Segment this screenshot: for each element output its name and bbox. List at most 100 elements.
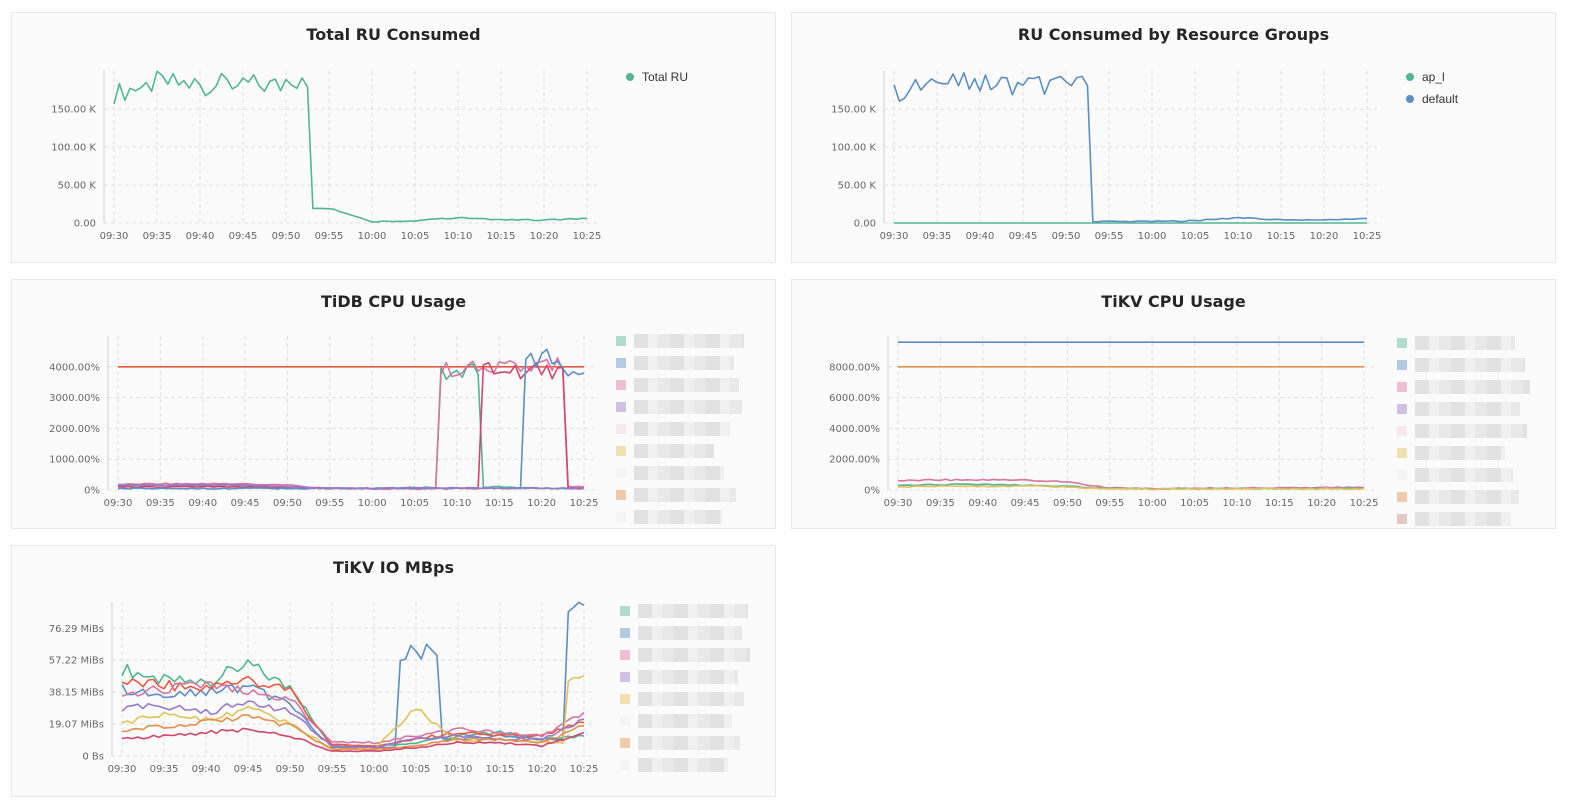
x-tick-label: 10:20	[1310, 231, 1339, 242]
y-tick-label: 38.15 MiBs	[49, 688, 104, 699]
legend-dot	[1406, 95, 1414, 103]
x-tick-label: 09:45	[231, 498, 260, 509]
panel-tikv-cpu: TiKV CPU Usage 0% 2000.00% 4000.00% 6000.00…	[791, 279, 1556, 529]
y-tick-label: 8000.00%	[829, 362, 880, 373]
blurred-legend	[620, 600, 750, 776]
x-tick-label: 10:10	[1224, 231, 1253, 242]
y-tick-label: 150.00 K	[831, 105, 876, 116]
series-line[interactable]	[121, 681, 585, 745]
y-tick-label: 2000.00%	[829, 455, 880, 466]
legend-item	[616, 352, 744, 374]
legend-item	[616, 374, 744, 396]
x-tick-label: 09:40	[186, 231, 215, 242]
x-tick-label: 10:00	[358, 231, 387, 242]
y-tick-label: 0 Bs	[82, 752, 104, 763]
legend: Total RU	[626, 66, 688, 88]
chart-total-ru[interactable]: 0.00 50.00 K 100.00 K 150.00 K 09:30 09:35 09:…	[12, 13, 777, 264]
x-tick-label: 09:55	[1095, 498, 1124, 509]
series-line[interactable]	[117, 363, 585, 490]
y-tick-label: 6000.00%	[829, 393, 880, 404]
legend-item	[1397, 332, 1530, 354]
x-tick-label: 10:00	[1138, 231, 1167, 242]
x-tick-label: 10:15	[1265, 498, 1294, 509]
y-tick-label: 100.00 K	[831, 143, 876, 154]
panel-ru-groups: RU Consumed by Resource Groups 0.00 50.00…	[791, 12, 1556, 263]
legend-item	[616, 506, 744, 528]
panel-title: Total RU Consumed	[306, 25, 481, 44]
x-tick-label: 10:10	[444, 764, 473, 775]
series-line[interactable]	[121, 601, 585, 750]
legend-item	[1397, 376, 1530, 398]
legend-dot	[1406, 73, 1414, 81]
panel-tikv-io: TiKV IO MBps 0 Bs 19.07 MiBs 38.15 MiBs 57.…	[11, 545, 776, 797]
chart-ru-groups[interactable]: 0.00 50.00 K 100.00 K 150.00 K 09:30 09:35 09:…	[792, 13, 1557, 264]
x-tick-label: 10:20	[527, 498, 556, 509]
x-tick-label: 09:35	[143, 231, 172, 242]
y-tick-label: 2000.00%	[49, 424, 100, 435]
legend-item	[620, 622, 750, 644]
x-tick-label: 09:50	[1052, 231, 1081, 242]
x-tick-label: 10:15	[487, 231, 516, 242]
panel-title: TiKV CPU Usage	[1101, 292, 1246, 311]
x-tick-label: 09:55	[1095, 231, 1124, 242]
legend-item	[1397, 486, 1530, 508]
legend-item	[620, 688, 750, 710]
y-tick-label: 150.00 K	[51, 105, 96, 116]
legend-item	[620, 710, 750, 732]
x-tick-label: 10:05	[401, 231, 430, 242]
x-tick-label: 10:05	[1180, 498, 1209, 509]
series-line[interactable]	[117, 357, 585, 490]
y-tick-label: 100.00 K	[51, 143, 96, 154]
y-tick-label: 50.00 K	[838, 181, 877, 192]
legend-item	[620, 732, 750, 754]
chart-tidb-cpu[interactable]: 0% 1000.00% 2000.00% 3000.00% 4000.00% 09:30 0…	[12, 280, 777, 530]
legend-item	[616, 440, 744, 462]
legend-dot	[626, 73, 634, 81]
series-line[interactable]	[117, 361, 585, 490]
legend-item	[1397, 354, 1530, 376]
x-tick-label: 10:15	[485, 498, 514, 509]
panel-title: TiKV IO MBps	[333, 558, 454, 577]
x-tick-label: 09:35	[150, 764, 179, 775]
series-line[interactable]	[121, 675, 585, 747]
legend-item-default[interactable]: default	[1406, 88, 1458, 110]
legend-item-ap-l[interactable]: ap_l	[1406, 66, 1458, 88]
x-tick-label: 10:05	[1181, 231, 1210, 242]
x-tick-label: 09:40	[966, 231, 995, 242]
series-line[interactable]	[117, 483, 585, 490]
x-tick-label: 09:40	[968, 498, 997, 509]
x-tick-label: 09:50	[276, 764, 305, 775]
x-tick-label: 09:50	[1053, 498, 1082, 509]
y-tick-label: 1000.00%	[49, 455, 100, 466]
panel-total-ru: Total RU Consumed 0.00 50.00 K 100.00 K 150…	[11, 12, 776, 263]
chart-tikv-cpu[interactable]: 0% 2000.00% 4000.00% 6000.00% 8000.00% 09:30 0…	[792, 280, 1557, 530]
legend-item	[616, 462, 744, 484]
series-line[interactable]	[893, 72, 1368, 223]
chart-tikv-io[interactable]: 0 Bs 19.07 MiBs 38.15 MiBs 57.22 MiBs 76.29 …	[12, 546, 777, 798]
series-line[interactable]	[121, 727, 585, 753]
y-tick-label: 57.22 MiBs	[49, 656, 104, 667]
legend-item	[616, 484, 744, 506]
legend-item	[616, 330, 744, 352]
x-tick-label: 10:20	[1307, 498, 1336, 509]
series-line[interactable]	[121, 714, 585, 751]
legend-label: ap_l	[1422, 70, 1445, 84]
x-tick-label: 09:55	[315, 231, 344, 242]
series-line[interactable]	[113, 70, 588, 223]
x-tick-label: 10:10	[444, 231, 473, 242]
legend-item	[616, 396, 744, 418]
legend-item	[1397, 420, 1530, 442]
legend-item	[1397, 508, 1530, 530]
series-line[interactable]	[897, 484, 1365, 491]
legend-label: Total RU	[642, 70, 689, 84]
x-tick-label: 10:25	[1350, 498, 1379, 509]
x-tick-label: 09:35	[923, 231, 952, 242]
legend-item	[620, 600, 750, 622]
x-tick-label: 09:55	[315, 498, 344, 509]
x-tick-label: 09:40	[192, 764, 221, 775]
legend-item	[1397, 464, 1530, 486]
series-line[interactable]	[117, 348, 585, 490]
x-tick-label: 10:00	[358, 498, 387, 509]
legend-item-total-ru[interactable]: Total RU	[626, 66, 688, 88]
x-tick-label: 10:05	[402, 764, 431, 775]
